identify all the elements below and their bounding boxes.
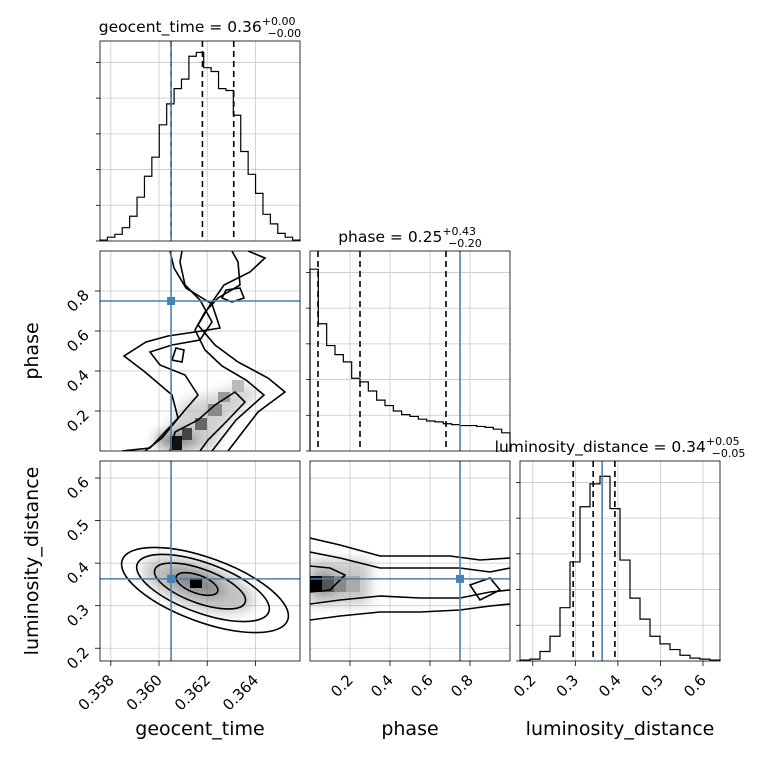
axes-frame xyxy=(309,460,511,662)
y-tick-label: 0.8 xyxy=(63,286,93,316)
y-tick-label: 0.2 xyxy=(63,406,93,436)
truth-marker xyxy=(167,574,176,583)
x-axis-geocent_time: 0.358 0.360 0.362 0.364 geocent_time xyxy=(75,661,265,740)
x-tick-label: 0.8 xyxy=(447,671,477,701)
y-tick-label: 0.2 xyxy=(63,643,93,673)
density-geocent-distance xyxy=(120,546,290,634)
x-tick-label: 0.5 xyxy=(638,671,668,701)
truth-marker xyxy=(167,297,176,305)
y-tick-label: 0.4 xyxy=(63,558,93,588)
hist-title-geocent_time: geocent_time = 0.36+0.00 −0.00 xyxy=(99,15,301,40)
pair-phase-luminosity_distance xyxy=(309,460,511,662)
density-geocent-phase xyxy=(121,251,287,451)
axis-label-phase: phase xyxy=(21,322,43,379)
axes-frame xyxy=(309,250,511,452)
x-axis-luminosity_distance: 0.2 0.3 0.4 0.5 0.6 luminosity_distance xyxy=(510,661,714,740)
hist-title-luminosity_distance: luminosity_distance = 0.34+0.05 −0.05 xyxy=(495,435,746,460)
density-phase-distance xyxy=(310,537,510,621)
axes-frame xyxy=(519,460,721,662)
axes-frame xyxy=(99,40,301,242)
y-tick-label: 0.3 xyxy=(63,601,93,631)
x-tick-label: 0.2 xyxy=(510,671,540,701)
axis-label-luminosity_distance: luminosity_distance xyxy=(21,467,43,656)
x-tick-label: 0.2 xyxy=(327,671,357,701)
y-axis-phase: 0.2 0.4 0.6 0.8 phase xyxy=(21,286,100,436)
x-tick-label: 0.358 xyxy=(75,671,118,714)
pair-geocent_time-phase xyxy=(99,250,301,452)
axis-label-geocent_time: geocent_time xyxy=(135,718,264,740)
hist-title-phase: phase = 0.25+0.43 −0.20 xyxy=(338,225,482,250)
y-axis-luminosity_distance: 0.2 0.3 0.4 0.5 0.6 luminosity_distance xyxy=(21,467,100,673)
x-tick-label: 0.360 xyxy=(123,671,166,714)
truth-marker xyxy=(456,574,464,583)
x-tick-label: 0.4 xyxy=(595,671,625,701)
x-tick-label: 0.362 xyxy=(171,671,214,714)
axes-frame xyxy=(99,250,301,452)
x-tick-label: 0.6 xyxy=(407,671,437,701)
axis-label-phase: phase xyxy=(381,718,438,740)
axes-frame xyxy=(99,460,301,662)
histogram-step xyxy=(519,475,721,661)
hist-panel-phase: phase = 0.25+0.43 −0.20 xyxy=(306,225,511,452)
hist-panel-geocent_time: geocent_time = 0.36+0.00 −0.00 xyxy=(96,15,301,242)
y-tick-label: 0.6 xyxy=(63,326,93,356)
y-tick-label: 0.6 xyxy=(63,473,93,503)
x-tick-label: 0.4 xyxy=(367,671,397,701)
hist-panel-luminosity_distance: luminosity_distance = 0.34+0.05 −0.05 xyxy=(495,435,746,662)
x-tick-label: 0.3 xyxy=(553,671,583,701)
histogram-step xyxy=(99,51,301,241)
y-tick-label: 0.5 xyxy=(63,516,93,546)
pair-geocent_time-luminosity_distance xyxy=(99,460,301,662)
x-tick-label: 0.6 xyxy=(680,671,710,701)
x-tick-label: 0.364 xyxy=(219,671,262,714)
axis-label-luminosity_distance: luminosity_distance xyxy=(526,718,715,740)
histogram-step xyxy=(309,268,511,451)
y-tick-label: 0.4 xyxy=(63,366,93,396)
x-axis-phase: 0.2 0.4 0.6 0.8 phase xyxy=(327,661,477,740)
